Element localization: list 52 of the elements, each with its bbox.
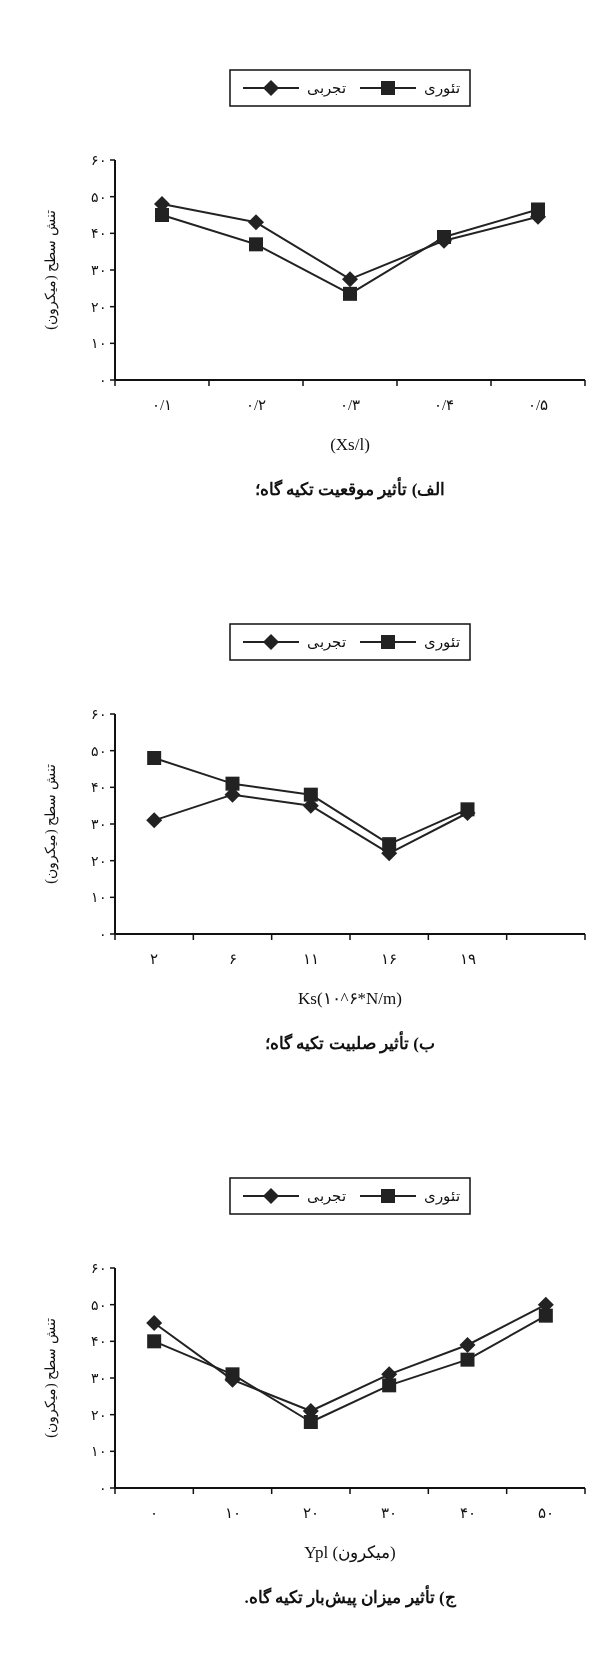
x-tick-label: ۳۰ <box>381 1505 398 1521</box>
x-tick-label: ۰/۲ <box>245 397 267 413</box>
y-tick-label: ۰ <box>99 1481 107 1496</box>
y-tick-label: ۵۰ <box>91 189 107 205</box>
y-tick-label: ۶۰ <box>91 707 107 722</box>
x-tick-label: ۲۰ <box>302 1505 319 1521</box>
y-tick-label: ۴۰ <box>91 226 107 242</box>
y-tick-label: ۳۰ <box>91 817 107 832</box>
x-tick-label: ۲ <box>150 951 159 967</box>
x-axis-title: (Xs/l) <box>330 435 370 454</box>
x-tick-label: ۰ <box>150 1505 159 1521</box>
y-tick-label: ۶۰ <box>91 1261 107 1276</box>
x-tick-label: ۰/۳ <box>339 397 361 413</box>
y-tick-label: ۱۰ <box>91 890 107 906</box>
x-axis-title: Ks(۱۰^۶*N/m) <box>298 989 402 1008</box>
x-tick-label: ۱۱ <box>302 951 319 967</box>
y-axis-title: تنش سطح (میکرون) <box>43 764 59 884</box>
legend-label: تئوری <box>424 1188 460 1205</box>
y-tick-label: ۱۰ <box>91 1444 107 1460</box>
y-tick-label: ۰ <box>99 373 107 388</box>
x-tick-label: ۱۶ <box>381 951 398 967</box>
y-tick-label: ۲۰ <box>91 853 107 869</box>
legend-label: تجربی <box>307 1188 346 1205</box>
y-tick-label: ۲۰ <box>91 299 107 315</box>
y-tick-label: ۲۰ <box>91 1407 107 1423</box>
x-tick-label: ۱۰ <box>224 1505 241 1521</box>
y-tick-label: ۱۰ <box>91 336 107 352</box>
y-axis-title: تنش سطح (میکرون) <box>43 210 59 330</box>
x-axis-title: Ypl (میکرون) <box>304 1543 396 1563</box>
x-tick-label: ۶ <box>228 951 237 967</box>
x-tick-label: ۰/۱ <box>151 397 173 413</box>
x-tick-label: ۰/۴ <box>433 397 455 413</box>
y-tick-label: ۴۰ <box>91 1334 107 1350</box>
y-tick-label: ۳۰ <box>91 263 107 278</box>
y-axis-title: تنش سطح (میکرون) <box>43 1318 59 1438</box>
text: الف) تأثیر موقعیت تکیه گاه؛ <box>254 476 446 500</box>
y-tick-label: ۰ <box>99 927 107 942</box>
y-tick-label: ۴۰ <box>91 780 107 796</box>
y-tick-label: ۵۰ <box>91 1297 107 1313</box>
y-tick-label: ۶۰ <box>91 153 107 168</box>
x-tick-label: ۰/۵ <box>527 397 549 413</box>
text: ج) تأثیر میزان پیش‌بار تکیه گاه. <box>244 1584 457 1608</box>
x-tick-label: ۱۹ <box>459 951 476 967</box>
legend-label: تئوری <box>424 634 460 651</box>
y-tick-label: ۵۰ <box>91 743 107 759</box>
legend-label: تجربی <box>307 80 346 97</box>
legend-label: تئوری <box>424 80 460 97</box>
legend-label: تجربی <box>307 634 346 651</box>
y-tick-label: ۳۰ <box>91 1371 107 1386</box>
x-tick-label: ۴۰ <box>459 1505 476 1521</box>
x-tick-label: ۵۰ <box>537 1505 554 1521</box>
text: ب) تأثیر صلبیت تکیه گاه؛ <box>265 1030 435 1054</box>
